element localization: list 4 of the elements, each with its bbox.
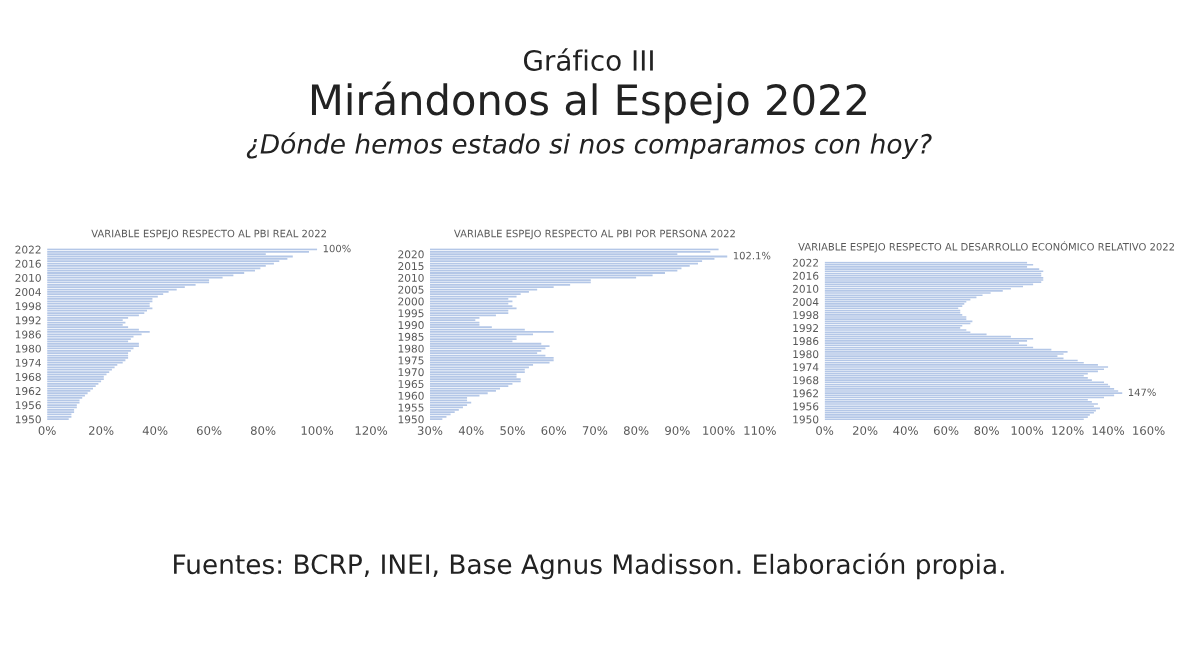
- source-note: Fuentes: BCRP, INEI, Base Agnus Madisson. Elaboración propia.: [174, 552, 1004, 580]
- text: Gráfico III: [523, 48, 653, 71]
- text: Mirándonos al Espejo 2022: [311, 81, 866, 124]
- text: ¿Dónde hemos estado si nos comparamos con hoy?: [246, 132, 932, 159]
